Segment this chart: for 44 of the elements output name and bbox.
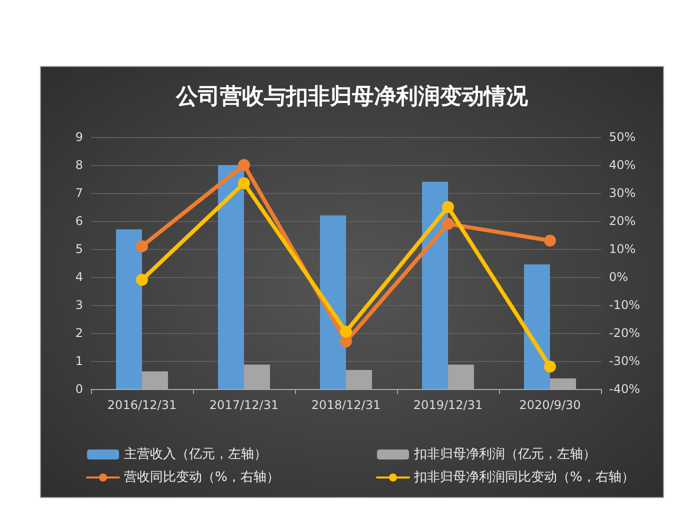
x-tick-label: 2020/9/30 (519, 398, 581, 412)
bar (116, 229, 142, 389)
y2-tick-label: -30% (609, 354, 640, 368)
point (544, 360, 556, 373)
y-tick-label: 6 (75, 214, 83, 228)
y2-tick-label: -40% (609, 382, 640, 396)
point (544, 234, 556, 247)
legend-label: 扣非归母净利润（亿元，左轴） (413, 447, 596, 462)
x-tick-label: 2018/12/31 (311, 398, 381, 412)
point (238, 177, 250, 190)
point (442, 218, 454, 230)
x-tick-label: 2017/12/31 (209, 398, 279, 412)
y2-tick-label: 40% (609, 158, 636, 172)
y2-tick-label: 30% (609, 186, 636, 200)
point (442, 201, 454, 213)
y-tick-label: 4 (75, 270, 83, 284)
y2-tick-label: -20% (609, 326, 640, 340)
y-tick-label: 8 (75, 158, 83, 172)
point (136, 274, 148, 286)
legend-label: 扣非归母净利润同比变动（%，右轴） (413, 470, 634, 485)
point (238, 159, 250, 171)
y2-tick-label: 50% (609, 130, 636, 144)
chart-title: 公司营收与扣非归母净利润变动情况 (175, 84, 529, 110)
point (340, 326, 352, 338)
y-tick-label: 7 (75, 186, 83, 200)
y2-tick-label: -10% (609, 298, 640, 312)
y2-tick-label: 0% (609, 270, 628, 284)
bar (320, 215, 346, 389)
y-tick-label: 3 (75, 298, 83, 312)
y2-tick-label: 10% (609, 242, 636, 256)
bar (524, 264, 550, 389)
y-tick-label: 5 (75, 242, 83, 256)
x-tick-label: 2019/12/31 (413, 398, 483, 412)
y-tick-label: 0 (75, 382, 83, 396)
bar (218, 165, 244, 389)
y-tick-label: 9 (75, 130, 83, 144)
point (136, 240, 148, 252)
bar (422, 182, 448, 389)
y2-tick-label: 20% (609, 214, 636, 228)
legend-label: 营收同比变动（%，右轴） (124, 470, 280, 485)
x-tick-label: 2016/12/31 (107, 398, 177, 412)
legend-label: 主营收入（亿元，左轴） (124, 446, 267, 462)
y-tick-label: 1 (75, 354, 83, 368)
y-tick-label: 2 (75, 326, 83, 340)
